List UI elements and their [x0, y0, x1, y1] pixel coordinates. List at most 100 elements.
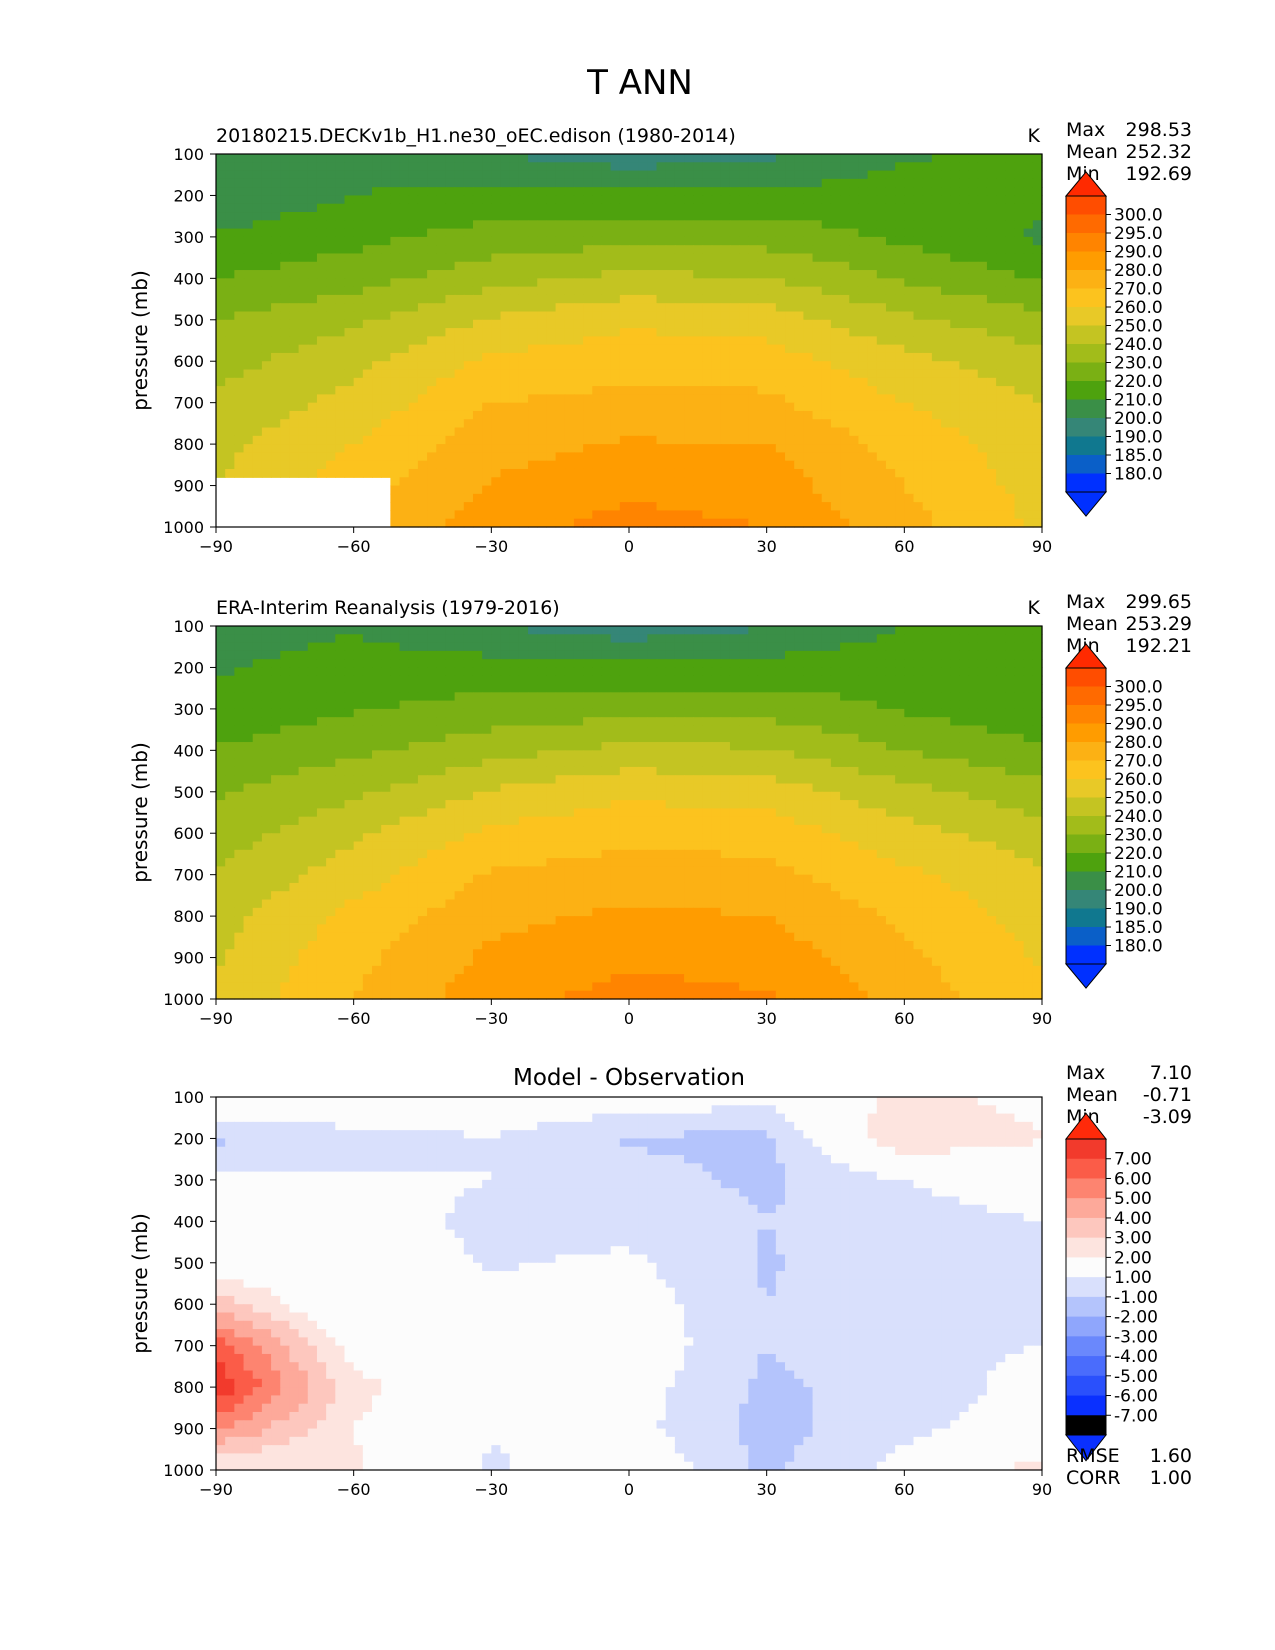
- contour-cell: [610, 667, 621, 677]
- contour-cell: [931, 328, 942, 337]
- contour-cell: [812, 336, 823, 346]
- contour-cell: [674, 394, 685, 404]
- contour-cell: [509, 419, 520, 429]
- contour-cell: [996, 377, 1006, 387]
- contour-cell: [739, 626, 749, 635]
- contour-cell: [427, 460, 437, 470]
- contour-cell: [427, 369, 437, 379]
- contour-cell: [849, 294, 860, 304]
- contour-cell: [573, 684, 584, 693]
- contour-cell: [674, 178, 685, 188]
- contour-cell: [399, 162, 410, 172]
- contour-cell: [408, 319, 419, 329]
- contour-cell: [812, 684, 823, 693]
- contour-cell: [1032, 369, 1043, 379]
- contour-cell: [739, 634, 749, 644]
- contour-cell: [518, 154, 529, 163]
- contour-cell: [537, 369, 547, 379]
- contour-cell: [931, 236, 942, 246]
- contour-cell: [1005, 659, 1016, 669]
- contour-cell: [959, 667, 970, 677]
- contour-cell: [243, 435, 254, 445]
- contour-cell: [684, 485, 694, 495]
- contour-cell: [996, 692, 1006, 702]
- contour-cell: [757, 427, 768, 437]
- contour-cell: [252, 270, 263, 279]
- contour-cell: [913, 294, 924, 304]
- contour-cell: [647, 212, 658, 221]
- contour-cell: [913, 236, 924, 246]
- contour-cell: [684, 336, 694, 346]
- contour-cell: [408, 270, 419, 279]
- contour-cell: [629, 303, 639, 313]
- contour-cell: [693, 402, 704, 412]
- contour-cell: [564, 220, 575, 230]
- contour-cell: [867, 410, 878, 420]
- contour-cell: [280, 650, 291, 660]
- contour-cell: [353, 386, 364, 395]
- contour-cell: [482, 493, 492, 503]
- contour-cell: [491, 278, 502, 288]
- contour-cell: [436, 642, 447, 652]
- contour-cell: [555, 386, 566, 395]
- contour-cell: [307, 162, 318, 172]
- contour-cell: [491, 419, 502, 429]
- contour-cell: [472, 286, 483, 296]
- contour-cell: [472, 154, 483, 163]
- contour-cell: [904, 328, 915, 337]
- contour-cell: [665, 708, 676, 718]
- contour-cell: [518, 427, 529, 437]
- contour-cell: [702, 319, 713, 329]
- contour-cell: [555, 195, 566, 205]
- contour-cell: [243, 394, 254, 404]
- contour-cell: [711, 303, 722, 313]
- contour-cell: [913, 311, 924, 321]
- contour-cell: [748, 220, 759, 230]
- contour-cell: [353, 377, 364, 387]
- contour-cell: [840, 369, 850, 379]
- contour-cell: [243, 708, 254, 718]
- contour-cell: [895, 477, 905, 487]
- colorbar-label: 185.0: [1114, 446, 1163, 466]
- contour-cell: [977, 253, 988, 263]
- contour-cell: [1005, 328, 1016, 337]
- contour-cell: [656, 659, 667, 669]
- contour-cell: [986, 311, 997, 321]
- contour-cell: [729, 700, 740, 710]
- contour-cell: [1014, 195, 1025, 205]
- contour-cell: [326, 394, 336, 404]
- contour-cell: [684, 460, 694, 470]
- contour-cell: [573, 386, 584, 395]
- contour-cell: [977, 452, 988, 462]
- contour-cell: [362, 427, 373, 437]
- contour-cell: [693, 170, 704, 180]
- contour-cell: [785, 468, 795, 478]
- contour-cell: [326, 634, 336, 644]
- contour-cell: [261, 468, 272, 478]
- contour-cell: [684, 427, 694, 437]
- contour-cell: [518, 162, 529, 172]
- contour-cell: [289, 468, 300, 478]
- contour-cell: [684, 253, 694, 263]
- contour-cell: [959, 410, 970, 420]
- contour-cell: [436, 700, 447, 710]
- contour-cell: [564, 303, 575, 313]
- contour-cell: [876, 419, 887, 429]
- contour-cell: [959, 344, 970, 354]
- contour-cell: [583, 452, 593, 462]
- contour-cell: [344, 294, 355, 304]
- contour-cell: [509, 154, 520, 163]
- contour-cell: [399, 294, 410, 304]
- contour-cell: [812, 667, 823, 677]
- contour-cell: [280, 468, 291, 478]
- contour-cell: [463, 650, 474, 660]
- contour-cell: [702, 195, 713, 205]
- contour-cell: [564, 402, 575, 412]
- contour-cell: [408, 510, 419, 520]
- contour-cell: [316, 294, 327, 304]
- contour-cell: [748, 708, 759, 718]
- contour-cell: [509, 502, 520, 512]
- contour-cell: [1014, 336, 1025, 346]
- contour-cell: [619, 336, 630, 346]
- contour-cell: [711, 328, 722, 337]
